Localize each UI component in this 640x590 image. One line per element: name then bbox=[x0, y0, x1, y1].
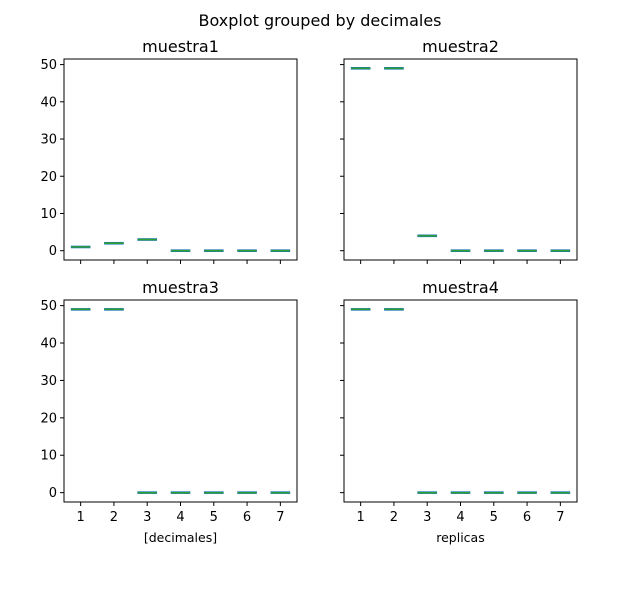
box-7 bbox=[550, 491, 571, 494]
box-7 bbox=[550, 249, 571, 252]
x-axis-label: [decimales] bbox=[144, 530, 217, 545]
box-6 bbox=[237, 491, 257, 494]
panel-title: muestra2 bbox=[422, 37, 499, 56]
panel-3: muestra3 0 10 20 30 40 50 1 2 3 4 5 6 7 [decimales] bbox=[40, 278, 298, 545]
x-tick-label: 6 bbox=[243, 510, 251, 525]
y-tick-label: 50 bbox=[40, 299, 57, 314]
x-tick-label: 5 bbox=[210, 510, 218, 525]
y-tick-label: 50 bbox=[40, 58, 57, 73]
box-2 bbox=[104, 241, 124, 245]
box-2 bbox=[104, 308, 124, 311]
y-tick-label: 20 bbox=[40, 170, 57, 185]
box-6 bbox=[517, 491, 537, 494]
y-tick-label: 40 bbox=[40, 95, 57, 110]
x-tick-label: 5 bbox=[490, 510, 498, 525]
x-tick-label: 1 bbox=[77, 510, 85, 525]
box-2 bbox=[384, 67, 404, 70]
x-axis-label: replicas bbox=[436, 530, 484, 545]
box-2 bbox=[384, 308, 404, 311]
box-6 bbox=[517, 249, 537, 252]
box-5 bbox=[203, 249, 224, 252]
panel-4: muestra4 1 2 3 4 5 6 7 replicas bbox=[340, 278, 578, 545]
box-3 bbox=[137, 491, 158, 494]
x-tick-label: 7 bbox=[556, 510, 564, 525]
y-tick-label: 30 bbox=[40, 374, 57, 389]
box-5 bbox=[483, 249, 504, 252]
box-1 bbox=[350, 67, 371, 70]
y-tick-label: 20 bbox=[40, 411, 57, 426]
box-7 bbox=[270, 249, 291, 252]
box-3 bbox=[137, 238, 158, 241]
x-tick-label: 4 bbox=[456, 510, 464, 525]
axes-frame bbox=[343, 299, 578, 503]
x-tick-label: 2 bbox=[110, 510, 118, 525]
box-4 bbox=[450, 249, 471, 252]
box-4 bbox=[170, 491, 191, 494]
x-tick-label: 6 bbox=[523, 510, 531, 525]
y-tick-label: 10 bbox=[40, 207, 57, 222]
axes-frame bbox=[63, 58, 298, 261]
x-tick-label: 1 bbox=[357, 510, 365, 525]
panel-title: muestra4 bbox=[422, 278, 499, 297]
y-tick-label: 0 bbox=[49, 486, 57, 501]
box-1 bbox=[350, 308, 371, 311]
x-tick-label: 4 bbox=[176, 510, 184, 525]
box-4 bbox=[170, 249, 191, 252]
x-tick-label: 7 bbox=[276, 510, 284, 525]
x-tick-label: 3 bbox=[423, 510, 431, 525]
box-1 bbox=[70, 245, 91, 249]
x-tick-label: 3 bbox=[143, 510, 151, 525]
box-5 bbox=[483, 491, 504, 494]
box-1 bbox=[70, 308, 91, 311]
box-4 bbox=[450, 491, 471, 494]
panel-2: muestra2 bbox=[340, 37, 578, 264]
box-3 bbox=[417, 491, 438, 494]
axes-frame bbox=[63, 299, 298, 503]
x-tick-label: 2 bbox=[390, 510, 398, 525]
y-tick-label: 0 bbox=[49, 244, 57, 259]
panel-title: muestra3 bbox=[142, 278, 219, 297]
figure-title: Boxplot grouped by decimales bbox=[198, 11, 441, 30]
y-tick-label: 10 bbox=[40, 449, 57, 464]
box-7 bbox=[270, 491, 291, 494]
box-5 bbox=[203, 491, 224, 494]
panel-title: muestra1 bbox=[142, 37, 219, 56]
y-tick-label: 30 bbox=[40, 133, 57, 148]
box-6 bbox=[237, 249, 257, 252]
panel-1: muestra1 0 10 20 30 40 50 bbox=[40, 37, 298, 264]
panels: muestra1 0 10 20 30 40 50 muestra2 muestra3 0 10 20… bbox=[40, 37, 578, 545]
box-3 bbox=[417, 234, 438, 238]
axes-frame bbox=[343, 58, 578, 261]
y-tick-label: 40 bbox=[40, 337, 57, 352]
